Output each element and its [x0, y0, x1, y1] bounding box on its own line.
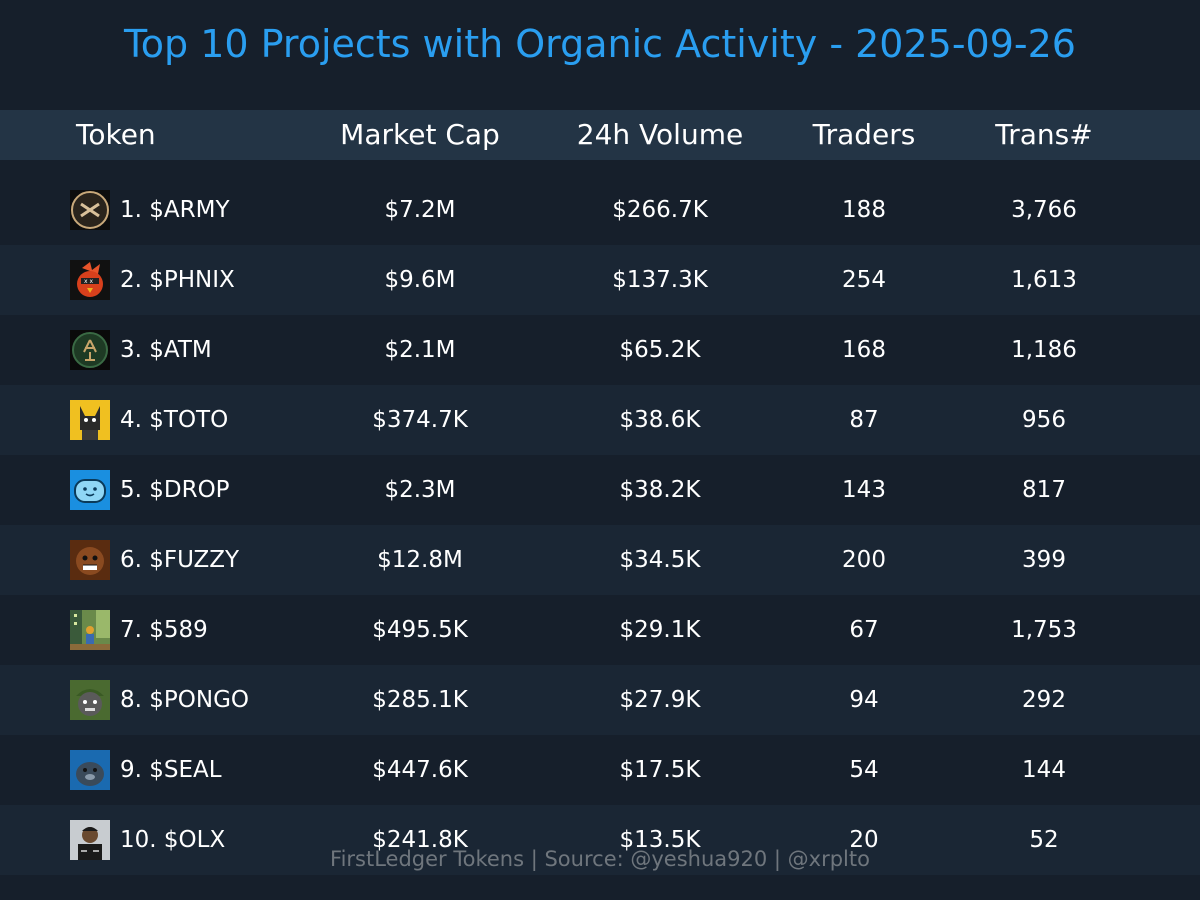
transactions-value: 52: [1029, 827, 1059, 853]
token-name: 2. $PHNIX: [120, 267, 235, 293]
token-name: 10. $OLX: [120, 827, 226, 853]
traders-value: 87: [849, 407, 879, 433]
olx-logo-icon: [70, 820, 110, 860]
transactions-value: 399: [1022, 547, 1066, 573]
volume-value: $266.7K: [612, 197, 708, 223]
table-row: 6. $FUZZY $12.8M $34.5K 200 399: [0, 525, 1200, 595]
volume-value: $65.2K: [619, 337, 701, 363]
transactions-value: 817: [1022, 477, 1066, 503]
traders-value: 67: [849, 617, 879, 643]
volume-value: $17.5K: [619, 757, 701, 783]
traders-value: 168: [842, 337, 886, 363]
589-logo-icon: [70, 610, 110, 650]
column-header-market-cap: Market Cap: [340, 118, 500, 151]
table-row: 10. $OLX $241.8K $13.5K 20 52: [0, 805, 1200, 875]
traders-value: 200: [842, 547, 886, 573]
traders-value: 20: [849, 827, 879, 853]
volume-value: $38.2K: [619, 477, 701, 503]
table-row: x x 2. $PHNIX $9.6M $137.3K 254 1,613: [0, 245, 1200, 315]
table-header: Token Market Cap 24h Volume Traders Tran…: [0, 110, 1200, 160]
fuzzy-logo-icon: [70, 540, 110, 580]
market-cap-value: $2.3M: [384, 477, 456, 503]
traders-value: 54: [849, 757, 879, 783]
traders-value: 254: [842, 267, 886, 293]
market-cap-value: $285.1K: [372, 687, 468, 713]
column-header-token: Token: [76, 118, 156, 151]
table-row: 5. $DROP $2.3M $38.2K 143 817: [0, 455, 1200, 525]
page-title: Top 10 Projects with Organic Activity - …: [124, 22, 1076, 66]
footer-source: FirstLedger Tokens | Source: @yeshua920 …: [330, 847, 870, 871]
transactions-value: 956: [1022, 407, 1066, 433]
transactions-value: 1,753: [1011, 617, 1077, 643]
volume-value: $27.9K: [619, 687, 701, 713]
token-name: 6. $FUZZY: [120, 547, 240, 573]
table-body: 1. $ARMY $7.2M $266.7K 188 3,766 x x 2. …: [0, 175, 1200, 875]
seal-logo-icon: [70, 750, 110, 790]
token-name: 9. $SEAL: [120, 757, 222, 783]
token-name: 1. $ARMY: [120, 197, 230, 223]
volume-value: $137.3K: [612, 267, 708, 293]
market-cap-value: $241.8K: [372, 827, 468, 853]
table-row: 4. $TOTO $374.7K $38.6K 87 956: [0, 385, 1200, 455]
traders-value: 188: [842, 197, 886, 223]
pongo-logo-icon: [70, 680, 110, 720]
column-header-traders: Traders: [812, 118, 916, 151]
volume-value: $13.5K: [619, 827, 701, 853]
toto-logo-icon: [70, 400, 110, 440]
transactions-value: 292: [1022, 687, 1066, 713]
transactions-value: 1,186: [1011, 337, 1077, 363]
traders-value: 143: [842, 477, 886, 503]
market-cap-value: $374.7K: [372, 407, 468, 433]
market-cap-value: $495.5K: [372, 617, 468, 643]
token-name: 3. $ATM: [120, 337, 212, 363]
transactions-value: 1,613: [1011, 267, 1077, 293]
market-cap-value: $12.8M: [377, 547, 463, 573]
market-cap-value: $2.1M: [384, 337, 456, 363]
volume-value: $34.5K: [619, 547, 701, 573]
token-name: 4. $TOTO: [120, 407, 229, 433]
volume-value: $29.1K: [619, 617, 701, 643]
svg-text:x x: x x: [84, 278, 93, 285]
market-cap-value: $9.6M: [384, 267, 456, 293]
token-name: 8. $PONGO: [120, 687, 249, 713]
traders-value: 94: [849, 687, 879, 713]
table-row: 9. $SEAL $447.6K $17.5K 54 144: [0, 735, 1200, 805]
market-cap-value: $447.6K: [372, 757, 468, 783]
market-cap-value: $7.2M: [384, 197, 456, 223]
transactions-value: 144: [1022, 757, 1066, 783]
table-row: 7. $589 $495.5K $29.1K 67 1,753: [0, 595, 1200, 665]
volume-value: $38.6K: [619, 407, 701, 433]
token-name: 5. $DROP: [120, 477, 230, 503]
table-row: 1. $ARMY $7.2M $266.7K 188 3,766: [0, 175, 1200, 245]
column-header-transactions: Trans#: [995, 118, 1093, 151]
table-row: 8. $PONGO $285.1K $27.9K 94 292: [0, 665, 1200, 735]
army-logo-icon: [70, 190, 110, 230]
phnix-logo-icon: x x: [70, 260, 110, 300]
table-row: 3. $ATM $2.1M $65.2K 168 1,186: [0, 315, 1200, 385]
column-header-volume: 24h Volume: [576, 118, 744, 151]
token-name: 7. $589: [120, 617, 208, 643]
transactions-value: 3,766: [1011, 197, 1077, 223]
atm-logo-icon: [70, 330, 110, 370]
drop-logo-icon: [70, 470, 110, 510]
